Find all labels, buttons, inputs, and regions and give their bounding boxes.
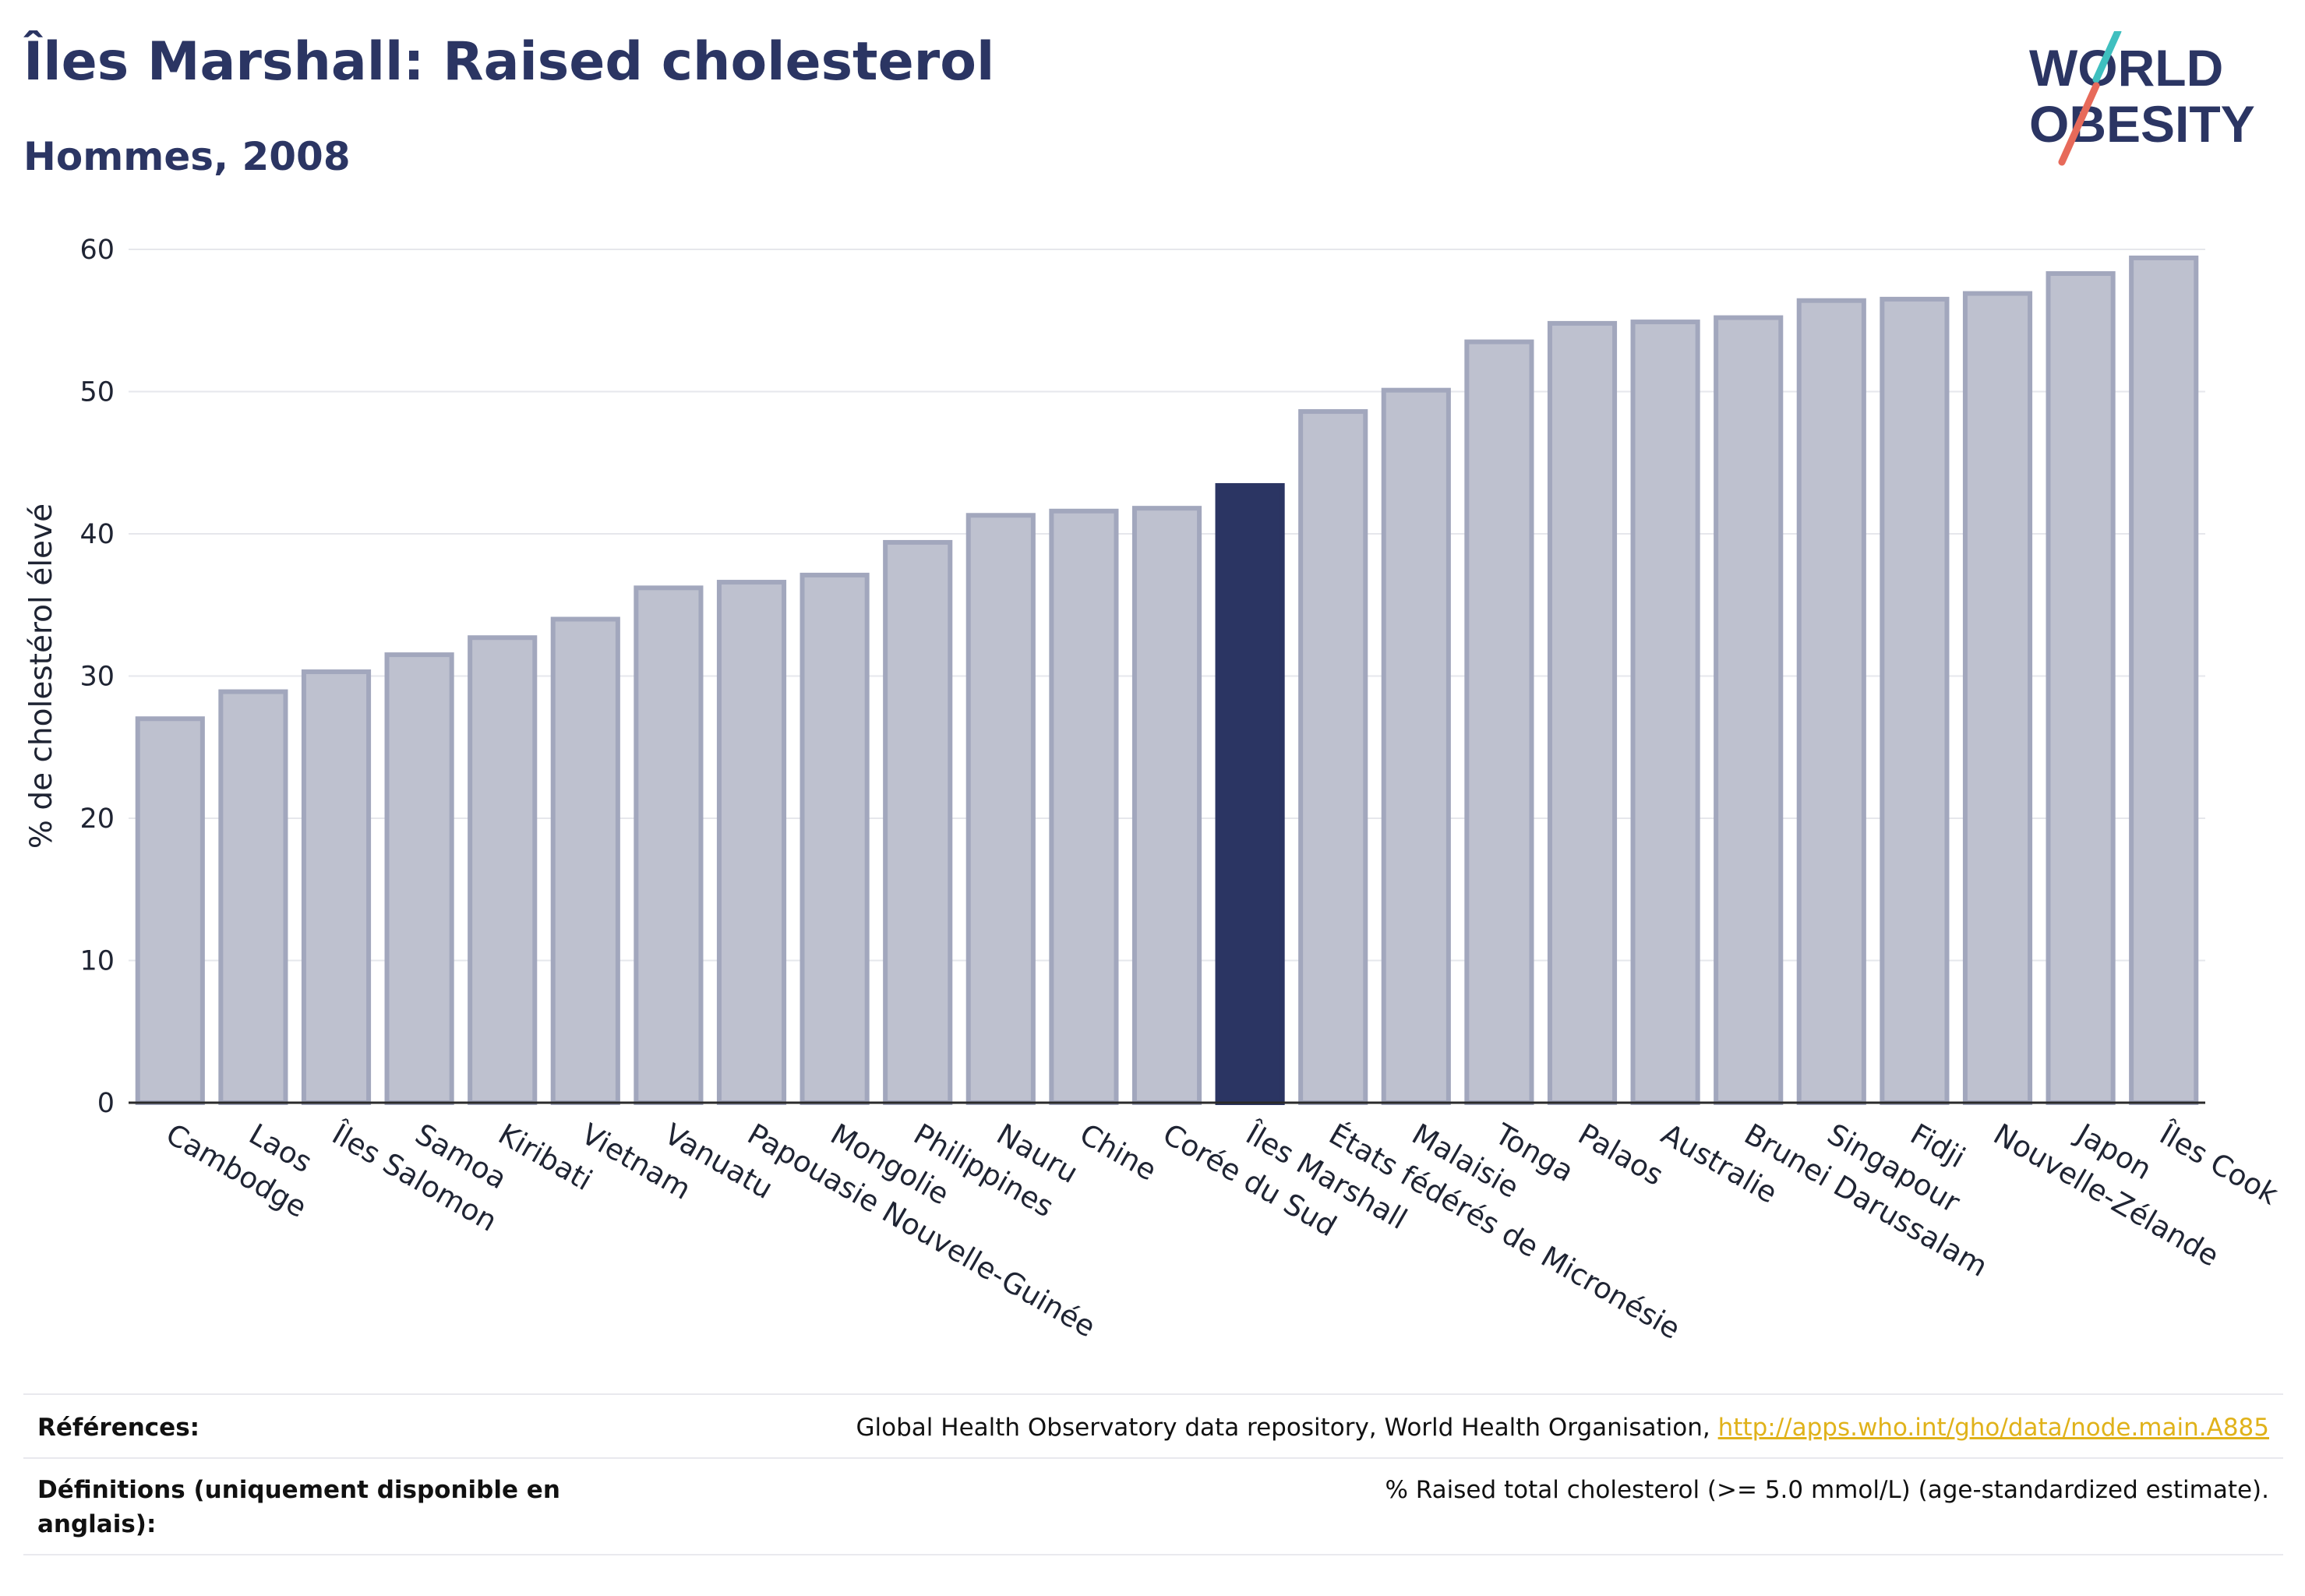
bar [1049,508,1119,1105]
bar [1714,315,1784,1106]
bar [800,572,870,1105]
references-label: Références: [37,1414,200,1442]
page-title: Îles Marshall: Raised cholesterol [23,31,995,93]
page-subtitle: Hommes, 2008 [23,134,351,179]
bar [1547,320,1618,1105]
bar [384,652,454,1105]
bar [1464,339,1534,1105]
definitions-value: % Raised total cholesterol (>= 5.0 mmol/… [1385,1476,2269,1504]
references-link[interactable]: http://apps.who.int/gho/data/node.main.A… [1717,1414,2269,1442]
logo-slash-red [2058,82,2100,166]
y-axis-label: % de cholestérol élevé [24,503,59,849]
bar-highlight [1215,482,1285,1105]
references-value: Global Health Observatory data repositor… [856,1411,2269,1445]
y-tick-label: 20 [79,803,115,835]
x-tick-label: Palaos [1573,1118,1669,1192]
bars [135,255,2199,1106]
world-obesity-logo: WORLD OBESITY [2029,31,2255,166]
bar [135,716,205,1105]
bar [634,585,704,1105]
logo-slash-teal [2092,31,2122,83]
bar [2129,255,2199,1106]
references-row: Références: Global Health Observatory da… [23,1393,2283,1459]
bar [1880,296,1950,1105]
x-tick-label: Chine [1074,1118,1162,1188]
x-tick-label: Kiribati [492,1118,598,1198]
footer: Références: Global Health Observatory da… [23,1393,2283,1565]
bar [301,669,372,1105]
y-tick-label: 30 [79,662,115,693]
x-tick-label: Îles Cook [2153,1116,2284,1212]
bar [550,616,620,1105]
y-tick-label: 0 [97,1088,115,1119]
y-tick-label: 10 [79,946,115,977]
bar [1381,387,1451,1105]
bar [883,539,953,1105]
bar [468,635,538,1105]
bar [1298,409,1368,1105]
bar [1962,291,2033,1106]
references-text: Global Health Observatory data repositor… [856,1414,1718,1442]
bar [965,513,1036,1105]
y-tick-label: 60 [79,235,115,266]
bar [1630,320,1700,1105]
bar [218,689,288,1105]
y-tick-labels: 0 10 20 30 40 50 60 [79,235,115,1119]
logo-line1: WORLD [2029,39,2223,97]
bar [716,580,787,1105]
y-tick-label: 50 [79,377,115,408]
y-tick-label: 40 [79,519,115,550]
bar [1796,298,1866,1106]
definitions-row: Définitions (uniquement disponible en an… [23,1457,2283,1555]
bar [2046,271,2116,1105]
definitions-label: Définitions (uniquement disponible en an… [37,1476,560,1538]
bar [1131,506,1202,1105]
